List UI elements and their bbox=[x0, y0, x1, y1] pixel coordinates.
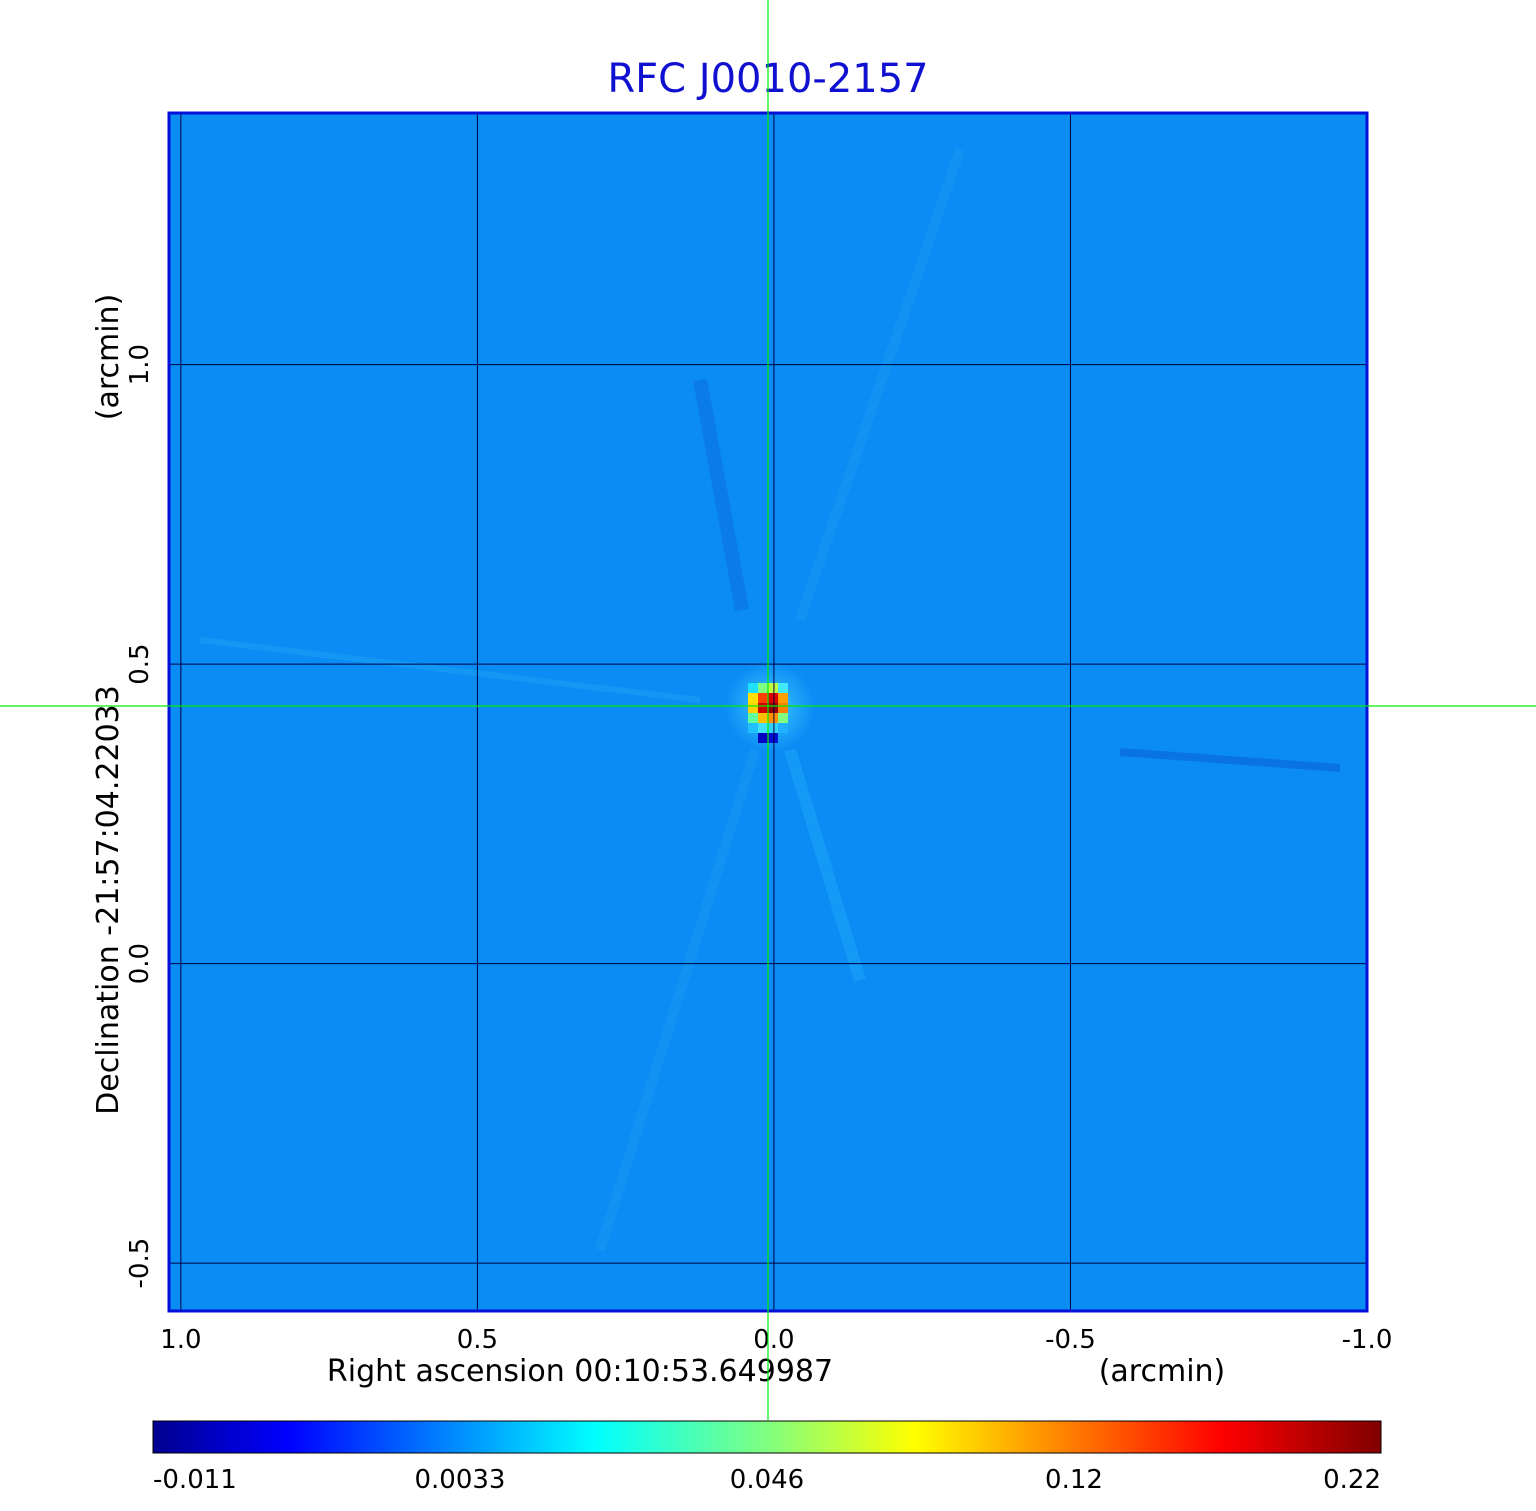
colorbar-tick-label: 0.22 bbox=[1323, 1465, 1381, 1495]
sidelobe-streaks bbox=[199, 148, 1341, 1252]
source-pixel bbox=[748, 723, 758, 734]
source-pixel bbox=[748, 693, 758, 704]
y-tick-labels: 1.0 0.5 0.0 -0.5 bbox=[125, 344, 155, 1289]
colorbar-tick-label: 0.0033 bbox=[415, 1465, 506, 1495]
y-axis-label: Declination -21:57:04.22033 bbox=[91, 685, 126, 1115]
x-tick-label: -0.5 bbox=[1045, 1325, 1096, 1355]
source-pixel bbox=[768, 723, 778, 734]
source-pixel bbox=[778, 693, 788, 704]
source-pixel bbox=[748, 683, 758, 694]
x-tick-label: 0.5 bbox=[457, 1325, 498, 1355]
x-axis-label: Right ascension 00:10:53.649987 bbox=[327, 1354, 833, 1389]
source-pixel bbox=[758, 703, 768, 714]
source-pixel bbox=[758, 723, 768, 734]
source-pixels bbox=[748, 683, 788, 744]
source-pixel bbox=[778, 703, 788, 714]
source-pixel bbox=[768, 733, 778, 744]
source-pixel bbox=[768, 693, 778, 704]
x-tick-labels: 1.0 0.5 0.0 -0.5 -1.0 bbox=[160, 1325, 1392, 1355]
colorbar-tick-label: 0.046 bbox=[730, 1465, 804, 1495]
source-pixel bbox=[758, 683, 768, 694]
source-pixel bbox=[758, 693, 768, 704]
source-pixel bbox=[768, 683, 778, 694]
source-pixel bbox=[778, 683, 788, 694]
source-pixel bbox=[758, 713, 768, 724]
y-tick-label: -0.5 bbox=[125, 1238, 155, 1289]
x-tick-label: -1.0 bbox=[1342, 1325, 1393, 1355]
y-tick-label: 1.0 bbox=[125, 344, 155, 385]
source-pixel bbox=[748, 703, 758, 714]
colorbar bbox=[152, 1420, 1382, 1454]
colorbar-tick-label: -0.011 bbox=[153, 1465, 237, 1495]
colorbar-tick-label: 0.12 bbox=[1045, 1465, 1103, 1495]
source-pixel bbox=[768, 703, 778, 714]
y-tick-label: 0.0 bbox=[125, 943, 155, 984]
source-pixel bbox=[778, 713, 788, 724]
x-tick-label: 1.0 bbox=[160, 1325, 201, 1355]
x-axis-unit: (arcmin) bbox=[1099, 1354, 1226, 1389]
source-pixel bbox=[778, 723, 788, 734]
y-axis-unit: (arcmin) bbox=[91, 294, 126, 421]
x-tick-label: 0.0 bbox=[753, 1325, 794, 1355]
colorbar-tick-labels: -0.011 0.0033 0.046 0.12 0.22 bbox=[153, 1465, 1381, 1495]
source-pixel bbox=[768, 713, 778, 724]
source-pixel bbox=[748, 713, 758, 724]
source-pixel bbox=[758, 733, 768, 744]
y-tick-label: 0.5 bbox=[125, 643, 155, 684]
